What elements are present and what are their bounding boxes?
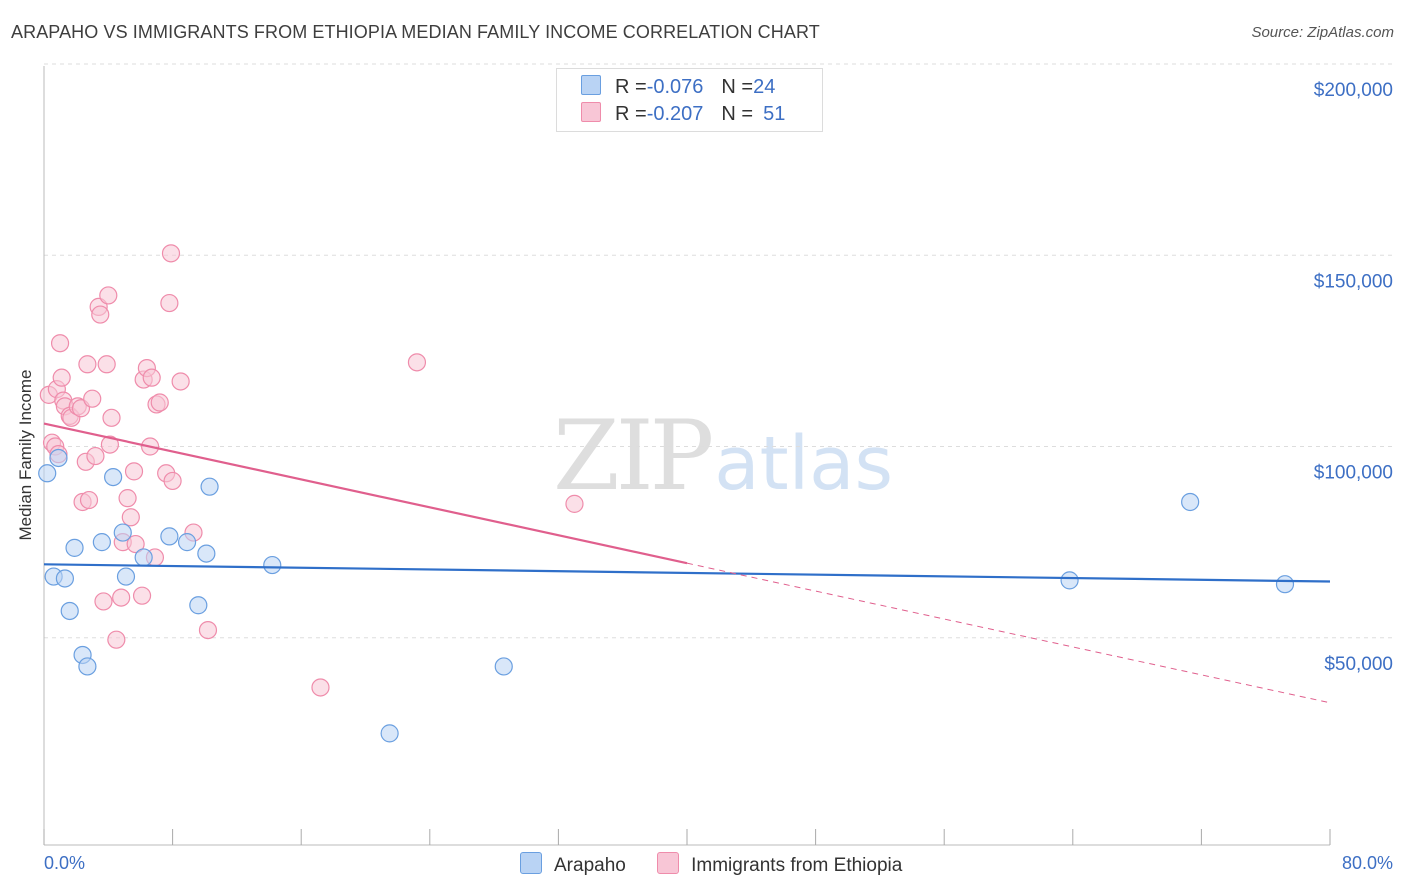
legend-label-ethiopia: Immigrants from Ethiopia xyxy=(691,855,903,876)
legend-r-label: R = xyxy=(615,76,647,98)
ethiopia-point xyxy=(311,678,330,697)
ethiopia-point xyxy=(97,355,116,374)
arapaho-point xyxy=(104,468,123,487)
arapaho-point xyxy=(1181,492,1200,512)
legend-r-value: -0.207 xyxy=(646,103,704,125)
arapaho-point xyxy=(113,523,132,542)
ethiopia-points xyxy=(39,244,584,697)
ethiopia-point xyxy=(52,368,71,387)
ethiopia-point xyxy=(142,368,161,387)
arapaho-point xyxy=(494,657,513,676)
arapaho-point xyxy=(177,533,197,552)
grid-lines xyxy=(44,63,1395,639)
ethiopia-point xyxy=(163,471,182,491)
legend-item-arapaho: Arapaho xyxy=(520,852,626,877)
arapaho-point xyxy=(200,477,219,496)
ethiopia-trend-line xyxy=(43,422,688,565)
ethiopia-trend-extension xyxy=(686,562,1331,704)
arapaho-point xyxy=(60,601,79,621)
ethiopia-point xyxy=(50,334,70,353)
ethiopia-swatch xyxy=(581,102,601,122)
arapaho-swatch xyxy=(581,75,601,95)
ethiopia-point xyxy=(198,620,218,640)
ethiopia-point xyxy=(100,435,120,454)
arapaho-point xyxy=(116,567,136,586)
ethiopia-point xyxy=(112,588,131,607)
arapaho-point xyxy=(78,657,97,676)
legend-n-label: N = xyxy=(721,76,754,98)
correlation-legend: R = -0.076 N = 24 R = -0.207 N = 51 xyxy=(556,68,823,132)
ethiopia-point xyxy=(107,630,126,649)
y-tick-label: $150,000 xyxy=(1314,271,1393,292)
ethiopia-point xyxy=(150,393,169,412)
ethiopia-legend-swatch xyxy=(657,852,680,874)
arapaho-trend-line xyxy=(43,563,1331,583)
ethiopia-point xyxy=(160,293,179,313)
arapaho-point xyxy=(189,596,208,615)
arapaho-point xyxy=(55,569,74,588)
legend-row-ethiopia: R = -0.207 N = 51 xyxy=(581,102,785,126)
ethiopia-point xyxy=(121,508,140,527)
ethiopia-point xyxy=(132,586,152,605)
ethiopia-point xyxy=(565,494,584,513)
arapaho-point xyxy=(38,464,57,483)
chart-title: ARAPAHO VS IMMIGRANTS FROM ETHIOPIA MEDI… xyxy=(11,22,820,42)
ethiopia-point xyxy=(171,372,190,391)
legend-r-label: R = xyxy=(615,103,647,125)
arapaho-point xyxy=(160,527,179,546)
arapaho-point xyxy=(49,448,68,468)
arapaho-points xyxy=(38,448,1295,743)
ethiopia-point xyxy=(83,389,102,408)
legend-r-value: -0.076 xyxy=(646,76,704,98)
ethiopia-point xyxy=(86,446,105,466)
legend-n-value: 51 xyxy=(763,103,786,125)
arapaho-point xyxy=(197,544,216,563)
ethiopia-point xyxy=(126,534,145,554)
arapaho-point xyxy=(1275,575,1295,594)
ethiopia-point xyxy=(407,353,427,372)
watermark: ZIPatlas xyxy=(553,400,893,512)
y-tick-label: $50,000 xyxy=(1324,654,1393,675)
y-tick-label: $200,000 xyxy=(1314,80,1393,101)
ethiopia-point xyxy=(94,592,113,611)
legend-n-value: 24 xyxy=(753,76,776,98)
arapaho-point xyxy=(92,533,111,552)
ethiopia-point xyxy=(91,305,110,324)
legend-item-ethiopia: Immigrants from Ethiopia xyxy=(657,852,902,877)
x-tick-label-min: 0.0% xyxy=(44,853,85,873)
arapaho-point xyxy=(380,724,399,743)
x-tick-label-max: 80.0% xyxy=(1342,853,1393,873)
source-label: Source: ZipAtlas.com xyxy=(1251,24,1394,41)
tick-labels: $50,000 $100,000 $150,000 $200,000 0.0% 80.0% xyxy=(44,80,1393,873)
y-tick-label: $100,000 xyxy=(1314,463,1393,484)
ethiopia-point xyxy=(161,244,181,263)
arapaho-legend-swatch xyxy=(520,852,542,874)
arapaho-point xyxy=(134,548,153,567)
ethiopia-point xyxy=(124,462,144,481)
arapaho-point xyxy=(1060,571,1079,590)
trend-lines xyxy=(43,422,1331,704)
arapaho-point xyxy=(263,555,282,575)
watermark-atlas: atlas xyxy=(714,421,894,507)
legend-label-arapaho: Arapaho xyxy=(554,855,626,876)
ethiopia-point xyxy=(99,286,118,305)
legend-row-arapaho: R = -0.076 N = 24 xyxy=(581,75,775,99)
watermark-zip: ZIP xyxy=(553,400,714,512)
ethiopia-point xyxy=(118,489,137,508)
ethiopia-point xyxy=(78,355,97,374)
y-axis-label: Median Family Income xyxy=(16,369,35,541)
arapaho-point xyxy=(65,538,84,557)
series-legend: Arapaho Immigrants from Ethiopia xyxy=(520,852,928,877)
legend-n-label: N = xyxy=(721,103,754,125)
ethiopia-point xyxy=(102,408,121,427)
ethiopia-point xyxy=(79,490,99,510)
axes xyxy=(43,66,1331,846)
